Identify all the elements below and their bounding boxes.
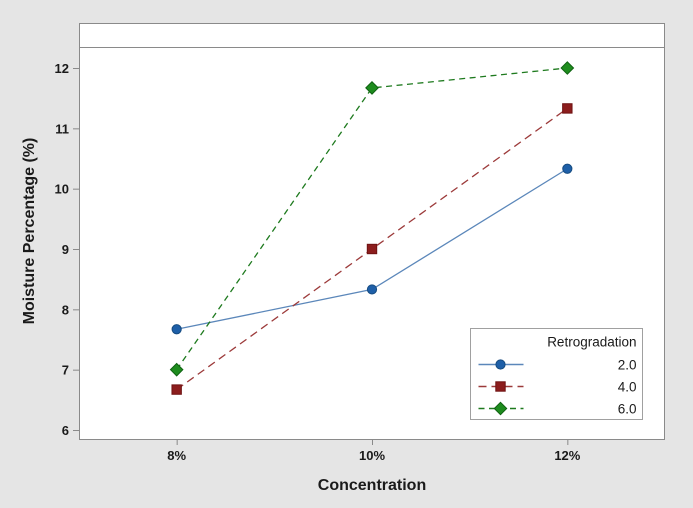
legend-title: Retrogradation xyxy=(547,335,636,350)
data-point-square xyxy=(562,103,573,114)
legend-entry-label: 6.0 xyxy=(618,402,637,417)
data-point-diamond xyxy=(560,61,575,75)
y-axis-title: Moisture Percentage (%) xyxy=(21,137,38,325)
data-point-diamond xyxy=(169,362,184,377)
y-tick-label: 11 xyxy=(55,121,69,136)
data-point-diamond xyxy=(493,401,508,416)
y-tick-label: 6 xyxy=(62,423,69,438)
data-point-circle xyxy=(171,324,182,335)
data-point-square xyxy=(495,381,506,392)
data-point-circle xyxy=(562,163,573,174)
data-point-square xyxy=(366,243,378,255)
data-point-circle xyxy=(495,359,506,370)
y-tick-label: 7 xyxy=(62,363,69,378)
series-line-6.0 xyxy=(176,67,568,371)
x-tick-label: 8% xyxy=(167,448,186,463)
data-point-square xyxy=(171,384,182,395)
y-tick-label: 9 xyxy=(62,242,69,257)
x-tick-label: 10% xyxy=(359,448,385,463)
x-tick-label: 12% xyxy=(554,448,580,463)
y-tick-label: 12 xyxy=(55,61,69,76)
legend-entry-label: 4.0 xyxy=(618,380,637,395)
y-tick-label: 10 xyxy=(55,182,69,197)
legend-entry-label: 2.0 xyxy=(618,358,637,373)
y-tick-label: 8 xyxy=(62,302,69,317)
x-axis-title: Concentration xyxy=(317,477,427,494)
data-point-circle xyxy=(366,284,378,295)
data-point-diamond xyxy=(365,81,379,95)
